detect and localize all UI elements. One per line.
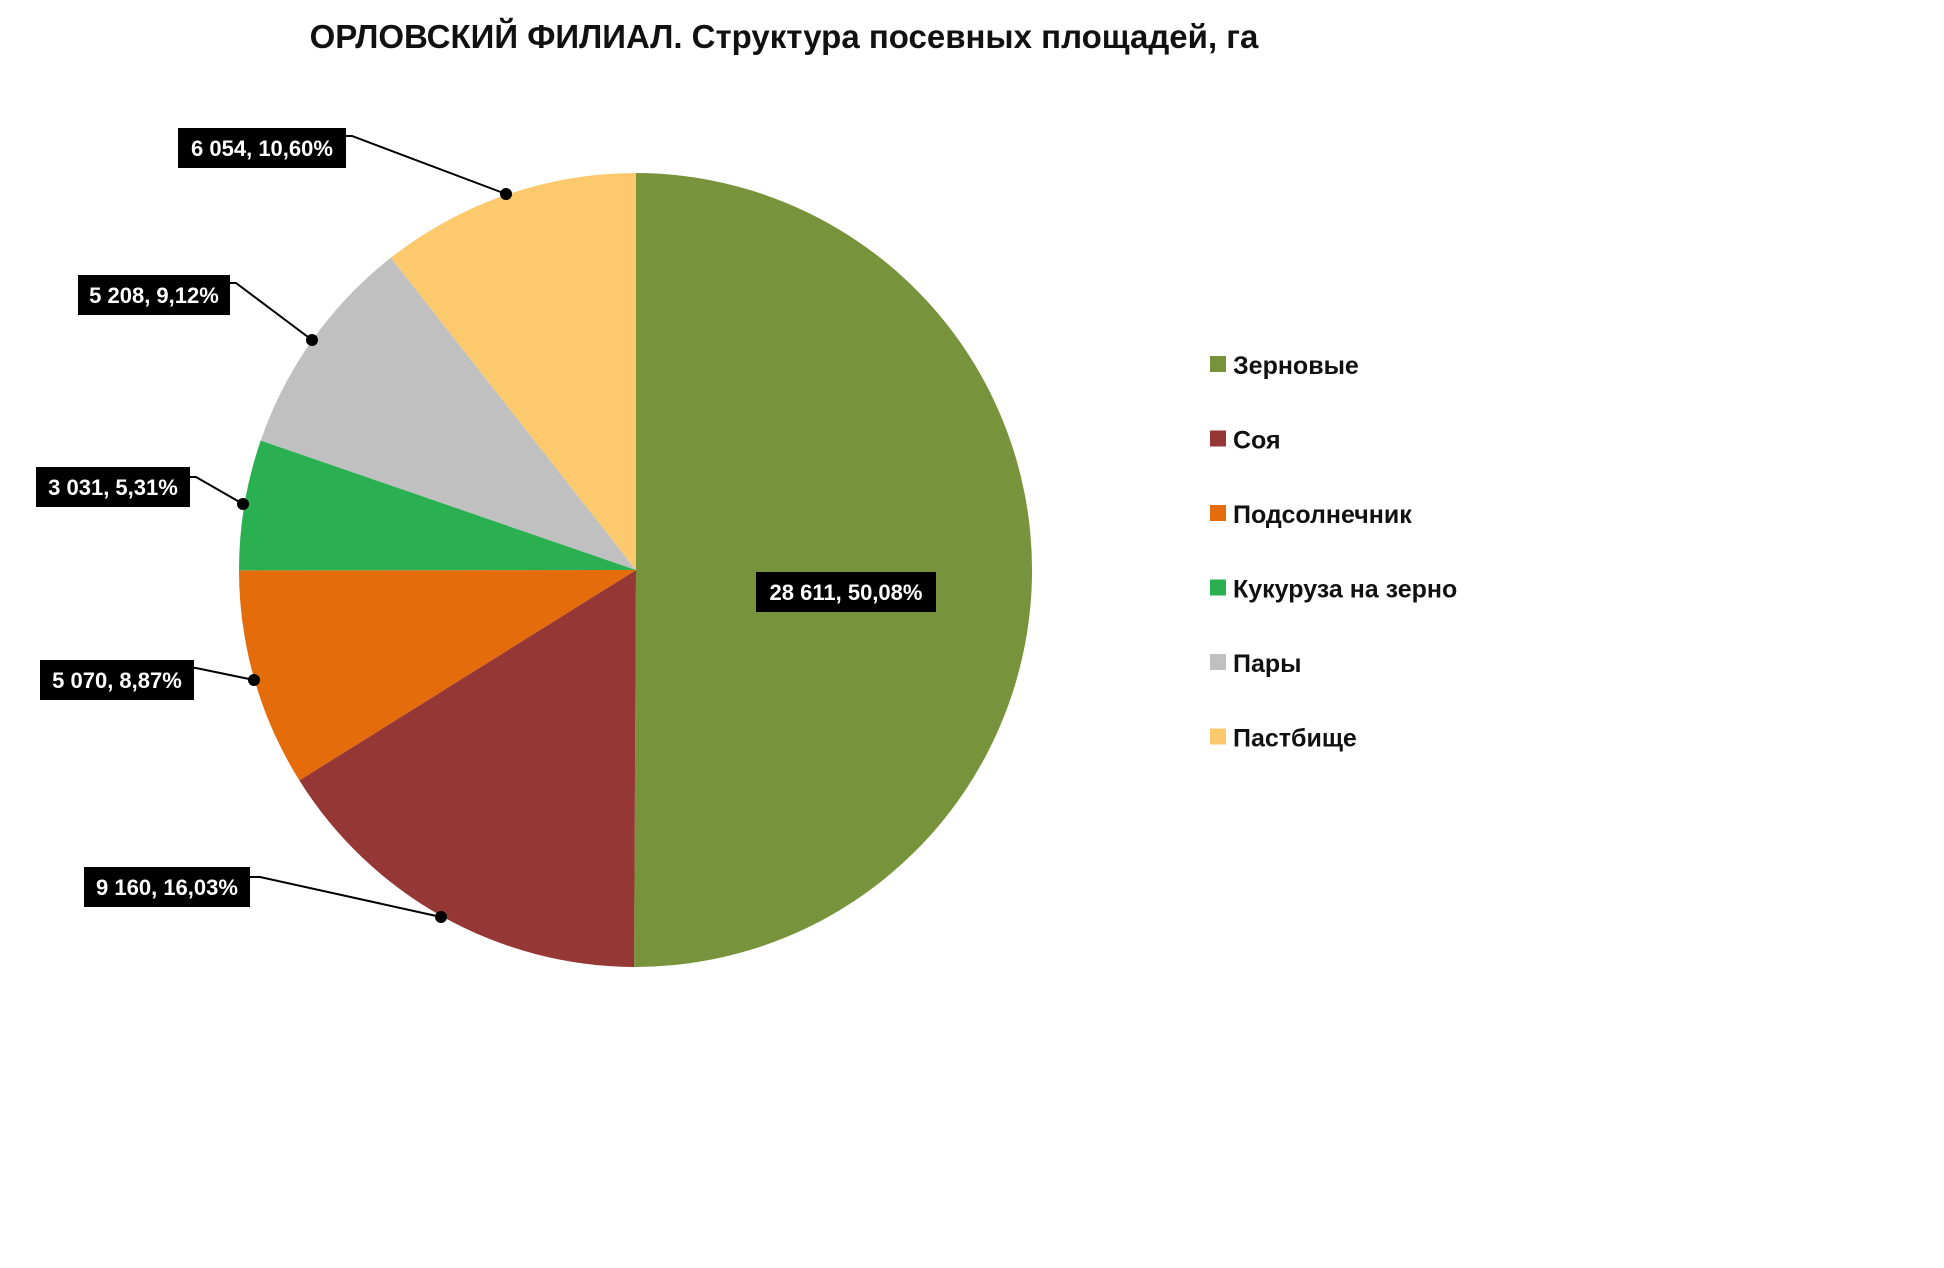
- leader-dot-3: [248, 674, 260, 686]
- data-label-1: 28 611, 50,08%: [770, 580, 923, 605]
- legend-label-4: Кукуруза на зерно: [1233, 576, 1457, 604]
- leader-dot-4: [237, 498, 249, 510]
- leader-line-6: [346, 135, 507, 195]
- pie-slice-3: [239, 570, 636, 781]
- legend-swatch-5: [1210, 654, 1226, 670]
- data-label-2: 9 160, 16,03%: [96, 875, 238, 900]
- pie-slice-6: [390, 173, 636, 570]
- legend-label-2: Соя: [1233, 427, 1281, 455]
- leader-lines-layer: [190, 135, 512, 923]
- legend-swatch-4: [1210, 579, 1226, 596]
- data-label-box-4: [36, 467, 190, 507]
- legend-label-5: Пары: [1233, 650, 1302, 678]
- data-label-5: 5 208, 9,12%: [89, 283, 219, 308]
- data-label-box-5: [78, 275, 230, 315]
- data-labels-layer: 28 611, 50,08% 9 160, 16,03% 5 070, 8,87% 3…: [36, 128, 936, 907]
- legend-label-6: Пастбище: [1233, 725, 1357, 753]
- pie-chart: 28 611, 50,08% 9 160, 16,03% 5 070, 8,87% 3…: [36, 128, 1457, 968]
- leader-line-5: [230, 282, 313, 341]
- chart-title: ОРЛОВСКИЙ ФИЛИАЛ. Структура посевных пло…: [309, 18, 1259, 55]
- pie-slice-4: [238, 440, 636, 571]
- leader-dot-6: [500, 188, 512, 200]
- pie-slice-2: [299, 570, 636, 967]
- data-label-box-2: [84, 867, 250, 907]
- leader-dot-5: [306, 334, 318, 346]
- chart-root: ОРЛОВСКИЙ ФИЛИАЛ. Структура посевных пло…: [36, 18, 1457, 968]
- data-label-3: 5 070, 8,87%: [52, 668, 182, 693]
- data-label-4: 3 031, 5,31%: [48, 475, 178, 500]
- legend-swatch-3: [1210, 505, 1226, 521]
- legend-swatch-2: [1210, 430, 1226, 447]
- legend-label-3: Подсолнечник: [1233, 501, 1412, 529]
- pie-slice-1: [634, 173, 1033, 968]
- leader-line-3: [194, 667, 255, 681]
- legend-swatch-1: [1210, 356, 1226, 372]
- data-label-6: 6 054, 10,60%: [191, 136, 333, 161]
- data-label-box-3: [40, 660, 194, 700]
- leader-line-2: [250, 876, 442, 918]
- slices-layer: [238, 173, 1033, 968]
- leader-dot-2: [435, 911, 447, 923]
- legend-swatch-6: [1210, 728, 1226, 745]
- leader-line-4: [190, 476, 244, 505]
- data-label-box-6: [178, 128, 346, 168]
- data-label-box-1: [756, 572, 936, 612]
- pie-slice-5: [260, 257, 636, 570]
- legend: Зерновые Соя Подсолнечник Кукуруза на зерно…: [1210, 352, 1457, 753]
- legend-label-1: Зерновые: [1233, 352, 1359, 380]
